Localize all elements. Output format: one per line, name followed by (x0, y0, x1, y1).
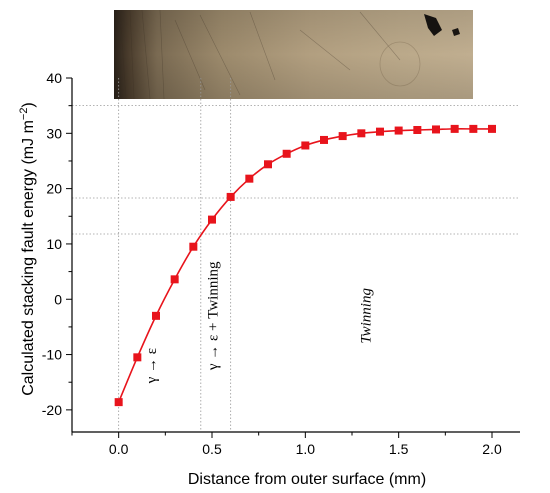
y-tick-label: 0 (54, 291, 62, 307)
region-label: γ → ε + Twinning (206, 261, 222, 371)
region-label: Twinning (359, 288, 375, 344)
data-point (488, 124, 496, 133)
data-point (152, 311, 160, 320)
y-tick-label: 30 (46, 125, 62, 141)
x-axis-label: Distance from outer surface (mm) (188, 471, 426, 488)
region-labels: γ → ε γ → ε + Twinning Twinning (144, 261, 375, 384)
y-tick-labels: -20 -10 0 10 20 30 40 (42, 70, 62, 418)
data-point (320, 135, 328, 144)
y-tick-label: -20 (42, 402, 62, 418)
data-point (208, 215, 216, 224)
data-point (301, 141, 310, 150)
y-tick-label: -10 (42, 347, 62, 363)
data-point (394, 126, 403, 135)
axes (66, 77, 520, 438)
data-point (413, 125, 422, 134)
micrograph-image (114, 9, 473, 100)
data-point (450, 124, 459, 133)
y-tick-label: 20 (46, 181, 62, 197)
data-point (376, 127, 384, 136)
x-tick-label: 0.5 (202, 441, 222, 457)
x-tick-label: 0.0 (109, 441, 129, 457)
series-line (117, 128, 492, 403)
data-point (170, 275, 179, 284)
data-point (357, 129, 366, 138)
data-point (189, 242, 198, 251)
data-point (245, 174, 254, 183)
data-point (133, 353, 142, 362)
y-axis-label: Calculated stacking fault energy (mJ m−2… (18, 102, 37, 396)
data-point (338, 132, 347, 141)
y-tick-label: 40 (46, 70, 62, 86)
x-tick-labels: 0.0 0.5 1.0 1.5 2.0 (109, 441, 502, 457)
data-point (469, 124, 478, 133)
x-tick-label: 1.0 (296, 441, 316, 457)
data-point (432, 125, 440, 134)
data-point (282, 149, 291, 158)
region-label: γ → ε (144, 348, 160, 384)
reference-lines (72, 78, 520, 432)
data-point (226, 192, 235, 201)
data-series (114, 124, 496, 407)
data-point (264, 160, 272, 169)
data-point (114, 398, 123, 407)
x-tick-label: 2.0 (482, 441, 502, 457)
x-tick-label: 1.5 (389, 441, 409, 457)
y-tick-label: 10 (46, 236, 62, 252)
